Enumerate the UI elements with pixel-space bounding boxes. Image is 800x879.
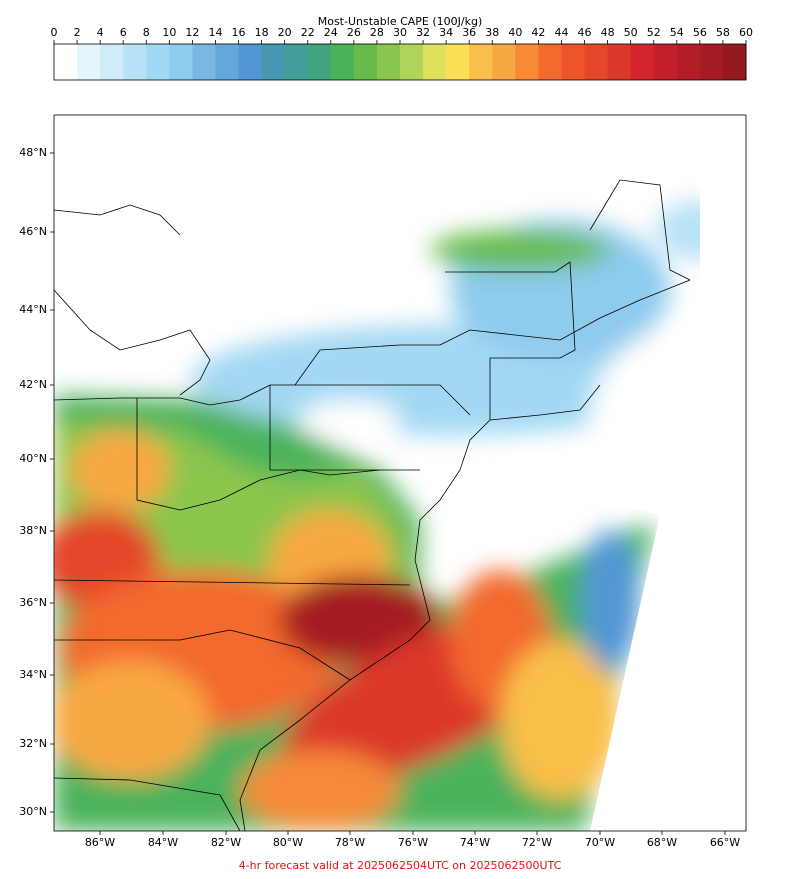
forecast-footer: 4-hr forecast valid at 2025062504UTC on … <box>239 859 562 872</box>
colorbar-tick-label: 42 <box>531 26 545 39</box>
lat-label: 30°N <box>19 805 47 818</box>
colorbar-bin <box>423 44 447 80</box>
lon-label: 68°W <box>647 836 677 849</box>
lon-label: 78°W <box>335 836 365 849</box>
colorbar-bin <box>584 44 609 80</box>
colorbar-bin <box>400 44 424 80</box>
colorbar-tick-label: 54 <box>670 26 684 39</box>
colorbar-bin <box>330 44 355 80</box>
colorbar-tick-label: 6 <box>120 26 127 39</box>
colorbar-bin <box>446 44 470 80</box>
colorbar-tick-label: 2 <box>74 26 81 39</box>
colorbar-tick-label: 24 <box>324 26 338 39</box>
lat-label: 48°N <box>19 146 47 159</box>
colorbar-bin <box>238 44 263 80</box>
colorbar-tick-label: 8 <box>143 26 150 39</box>
colorbar-bin <box>469 44 493 80</box>
colorbar-tick-label: 10 <box>162 26 176 39</box>
lat-label: 42°N <box>19 378 47 391</box>
colorbar-bin <box>561 44 586 80</box>
colorbar-tick-label: 0 <box>51 26 58 39</box>
map-field <box>54 115 746 831</box>
colorbar-tick-label: 28 <box>370 26 384 39</box>
colorbar-bin <box>284 44 309 80</box>
colorbar-bin <box>261 44 286 80</box>
colorbar-tick-label: 26 <box>347 26 361 39</box>
colorbar-tick-label: 14 <box>208 26 222 39</box>
colorbar-bin <box>100 44 124 80</box>
colorbar-tick-label: 20 <box>278 26 292 39</box>
colorbar-bin <box>54 44 78 80</box>
colorbar-tick-label: 60 <box>739 26 753 39</box>
colorbar-bin <box>169 44 193 80</box>
lat-label: 32°N <box>19 737 47 750</box>
colorbar-bin <box>607 44 632 80</box>
lon-label: 74°W <box>460 836 490 849</box>
colorbar-bin <box>515 44 539 80</box>
lon-label: 76°W <box>398 836 428 849</box>
colorbar-tick-label: 36 <box>462 26 476 39</box>
colorbar-tick-label: 30 <box>393 26 407 39</box>
lon-label: 70°W <box>585 836 615 849</box>
map-frame <box>53 114 747 832</box>
lon-label: 66°W <box>710 836 740 849</box>
colorbar-title: Most-Unstable CAPE (100J/kg) <box>318 15 483 28</box>
colorbar-bin <box>630 44 655 80</box>
colorbar-bin <box>699 44 724 80</box>
colorbar-tick-label: 16 <box>232 26 246 39</box>
colorbar-bin <box>722 44 747 80</box>
colorbar-tick-label: 22 <box>301 26 315 39</box>
colorbar-bin <box>676 44 701 80</box>
lon-label: 80°W <box>273 836 303 849</box>
colorbar-tick-label: 56 <box>693 26 707 39</box>
lat-label: 40°N <box>19 452 47 465</box>
colorbar-bin <box>192 44 216 80</box>
colorbar-tick-label: 46 <box>578 26 592 39</box>
colorbar-bin <box>538 44 562 80</box>
colorbar-bin <box>307 44 332 80</box>
lat-label: 34°N <box>19 668 47 681</box>
colorbar-tick-label: 34 <box>439 26 453 39</box>
colorbar-bin <box>376 44 401 80</box>
colorbar-tick-label: 18 <box>255 26 269 39</box>
colorbar-tick-label: 4 <box>97 26 104 39</box>
colorbar-tick-label: 58 <box>716 26 730 39</box>
lon-label: 82°W <box>211 836 241 849</box>
lat-label: 38°N <box>19 524 47 537</box>
colorbar-bin <box>146 44 170 80</box>
lat-label: 36°N <box>19 596 47 609</box>
colorbar-bin <box>123 44 147 80</box>
colorbar-tick-label: 48 <box>601 26 615 39</box>
colorbar-tick-label: 38 <box>485 26 499 39</box>
colorbar-bin <box>215 44 240 80</box>
lon-label: 86°W <box>85 836 115 849</box>
colorbar-bin <box>77 44 101 80</box>
colorbar-tick-label: 50 <box>624 26 638 39</box>
colorbar-tick-label: 52 <box>647 26 661 39</box>
colorbar-tick-label: 40 <box>508 26 522 39</box>
lat-label: 44°N <box>19 303 47 316</box>
map-axes: 48°N 46°N 44°N 42°N 40°N 38°N 36°N 34°N 32°N 30°N… <box>19 146 740 849</box>
lat-label: 46°N <box>19 225 47 238</box>
colorbar-frame <box>53 43 747 81</box>
colorbar-tick-label: 32 <box>416 26 430 39</box>
colorbar-bin <box>492 44 516 80</box>
colorbar-tick-label: 44 <box>554 26 568 39</box>
colorbar-bin <box>353 44 378 80</box>
lon-label: 84°W <box>148 836 178 849</box>
lon-label: 72°W <box>522 836 552 849</box>
colorbar: 0 2 4 6 8 10 12 14 16 18 20 22 24 26 28 30 32 34 36 38 40 42 4… <box>51 26 753 80</box>
colorbar-tick-label: 12 <box>185 26 199 39</box>
colorbar-bin <box>653 44 678 80</box>
